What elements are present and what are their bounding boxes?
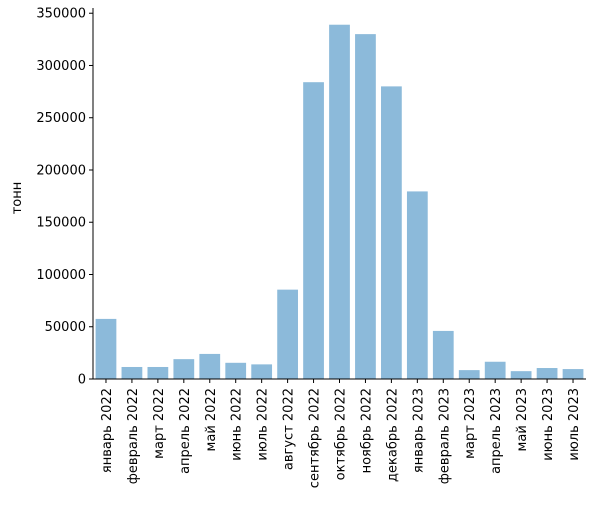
bar <box>251 364 273 379</box>
x-tick-label: март 2023 <box>463 388 478 459</box>
x-tick-label: сентябрь 2022 <box>308 388 323 488</box>
x-tick-label: май 2023 <box>515 388 530 451</box>
y-tick-label: 250000 <box>36 111 86 126</box>
x-tick-label: июнь 2023 <box>541 388 556 461</box>
bar <box>95 318 117 379</box>
x-tick-label: июль 2022 <box>256 388 271 461</box>
x-tick-label: февраль 2022 <box>126 388 141 484</box>
x-tick-label: январь 2023 <box>411 388 426 473</box>
bar <box>303 82 324 379</box>
bar <box>355 34 376 379</box>
bar <box>381 86 402 379</box>
y-tick-label: 100000 <box>36 268 86 283</box>
y-tick-label: 0 <box>78 373 86 388</box>
x-tick-label: ноябрь 2022 <box>359 388 374 473</box>
x-tick-label: октябрь 2022 <box>334 388 349 480</box>
bar <box>536 368 558 379</box>
y-tick-label: 150000 <box>36 216 86 231</box>
y-tick-label: 50000 <box>45 320 86 335</box>
x-tick-label: август 2022 <box>282 388 297 470</box>
y-tick-label: 300000 <box>36 59 86 74</box>
bar <box>458 370 480 379</box>
y-axis-label: тонн <box>10 182 25 215</box>
bar <box>173 359 195 379</box>
bar <box>562 369 584 379</box>
x-tick-label: май 2022 <box>204 388 219 451</box>
bar <box>406 191 428 379</box>
bar <box>510 371 532 379</box>
bar <box>329 24 350 379</box>
bar <box>277 289 298 379</box>
y-tick-label: 350000 <box>36 7 86 22</box>
x-tick-label: февраль 2023 <box>437 388 452 484</box>
x-tick-label: март 2022 <box>152 388 167 459</box>
bar <box>484 361 506 379</box>
bar <box>432 330 454 379</box>
x-tick-label: декабрь 2022 <box>385 388 400 482</box>
x-tick-label: апрель 2022 <box>178 388 193 474</box>
x-tick-label: апрель 2023 <box>489 388 504 474</box>
x-tick-label: январь 2022 <box>100 388 115 473</box>
bar <box>121 366 143 379</box>
x-tick-label: июнь 2022 <box>230 388 245 461</box>
y-tick-label: 200000 <box>36 163 86 178</box>
bar <box>225 362 247 379</box>
bar <box>199 353 221 379</box>
bar <box>147 366 169 379</box>
x-tick-label: июль 2023 <box>567 388 582 461</box>
